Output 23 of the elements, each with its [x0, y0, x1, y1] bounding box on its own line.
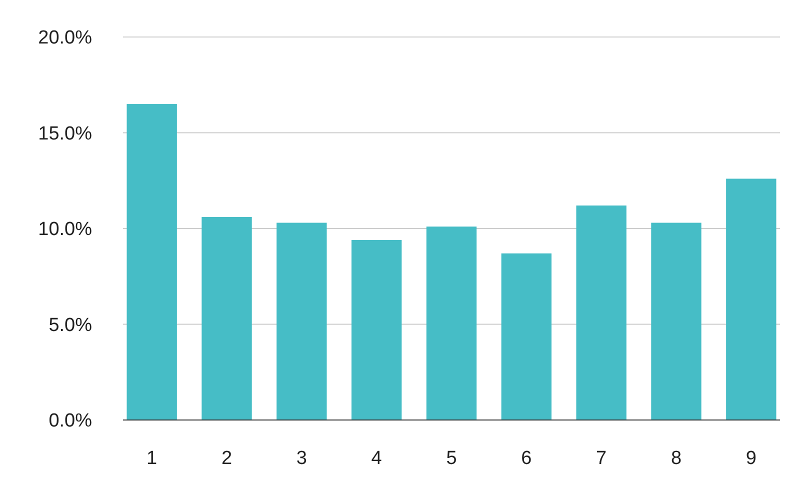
- x-tick-label: 2: [221, 448, 232, 469]
- bar: [202, 217, 252, 420]
- y-tick-label: 10.0%: [38, 219, 92, 240]
- y-tick-label: 20.0%: [38, 28, 92, 49]
- bar: [726, 178, 776, 420]
- bar: [501, 253, 552, 420]
- bar: [351, 240, 402, 420]
- y-tick-label: 5.0%: [48, 314, 92, 336]
- x-tick-label: 9: [746, 448, 756, 469]
- x-tick-label: 4: [371, 448, 382, 469]
- y-tick-label: 0.0%: [48, 410, 92, 432]
- x-tick-label: 7: [596, 448, 607, 469]
- bar: [576, 206, 626, 420]
- bar: [126, 104, 177, 420]
- y-tick-label: 15.0%: [38, 123, 92, 144]
- x-tick-label: 5: [446, 448, 457, 469]
- x-tick-label: 3: [296, 448, 307, 469]
- bar: [276, 222, 327, 420]
- x-tick-label: 8: [670, 448, 682, 469]
- bar: [426, 226, 477, 420]
- bar: [651, 222, 702, 420]
- x-tick-label: 6: [521, 448, 532, 469]
- x-tick-label: 1: [146, 448, 158, 469]
